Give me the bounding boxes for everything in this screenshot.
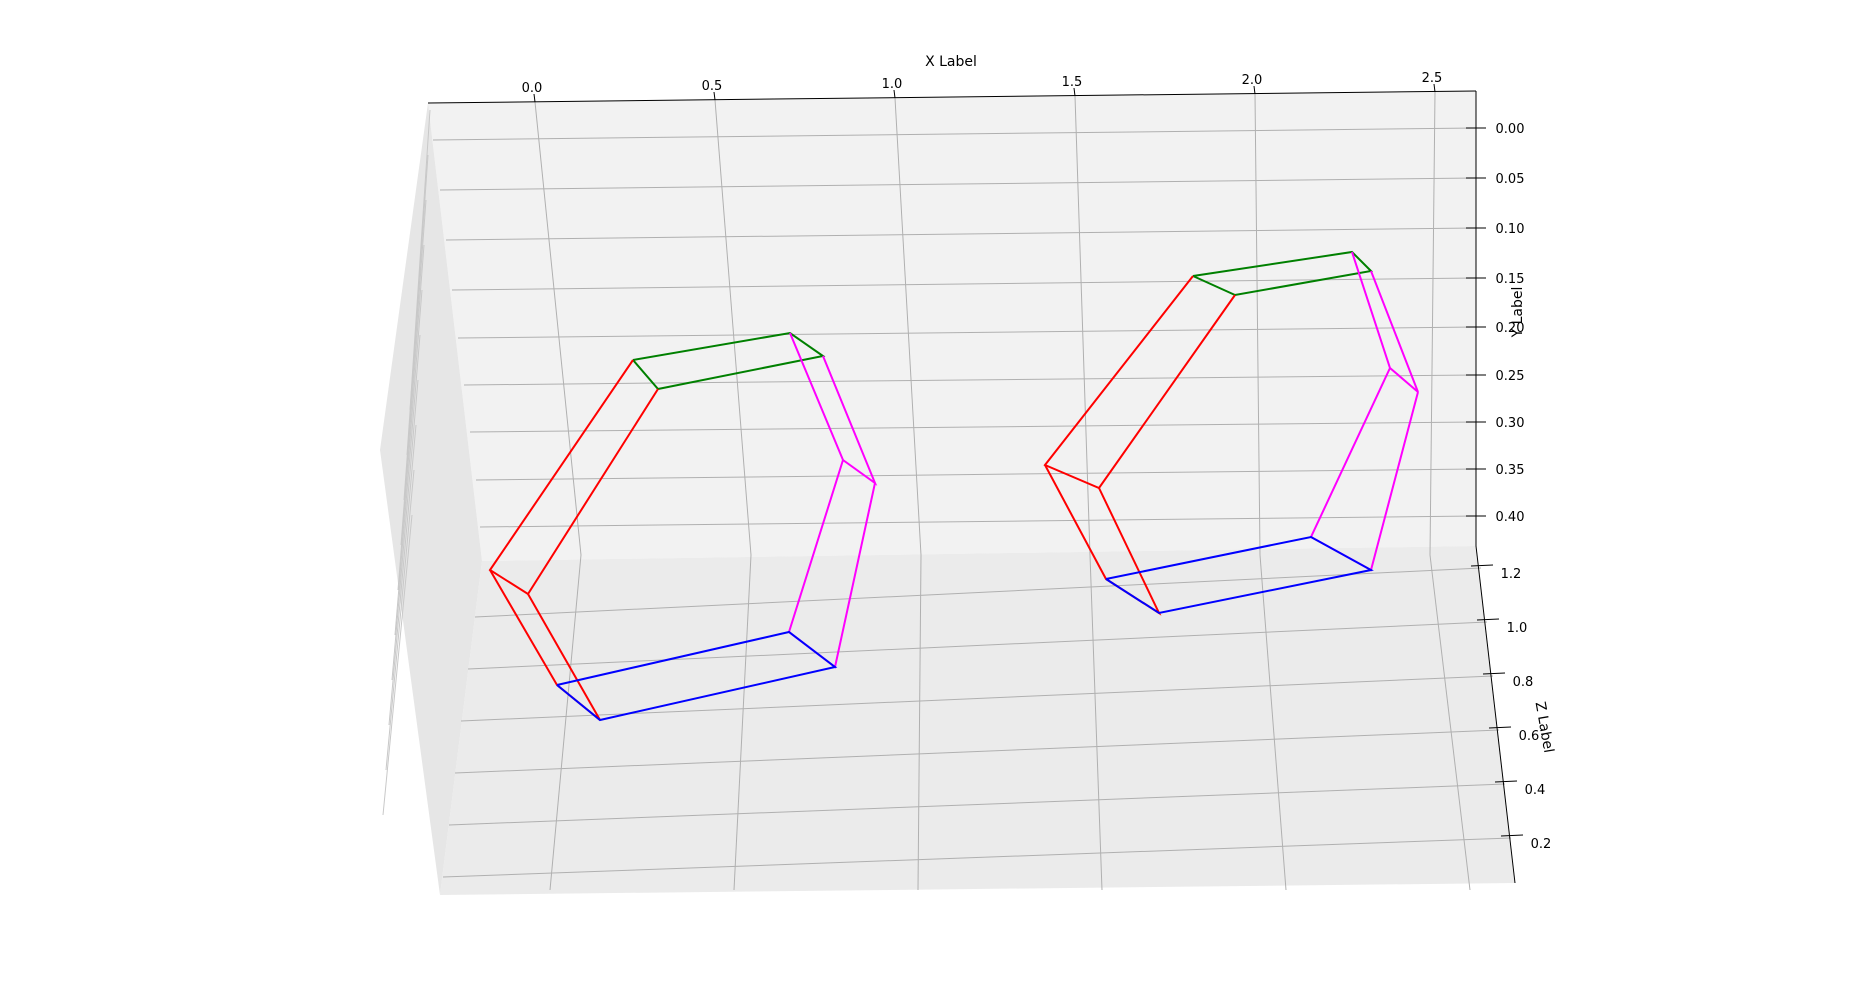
side-gridline [388, 424, 417, 726]
side-gridline [400, 244, 425, 546]
y-tick-label: 0.25 [1496, 369, 1525, 384]
y-gridline [475, 468, 1477, 481]
side-gridline [391, 379, 419, 681]
x-gridline-floor [1089, 554, 1103, 891]
x-tick-label: 2.0 [1242, 73, 1263, 88]
side-gridline [394, 334, 421, 636]
x-tick [713, 91, 716, 101]
z-tick [1494, 780, 1518, 783]
x-axis-line [427, 90, 1477, 104]
y-tick-label: 0.30 [1496, 416, 1525, 431]
x-gridline [894, 97, 922, 556]
axis-ticks: 0.0 0.5 1.0 1.5 2.0 2.5 0.00 0.05 0.10 0.15 0.20 0.… [522, 71, 1552, 852]
y-gridline [445, 227, 1477, 241]
x-tick [1433, 83, 1436, 93]
y-gridline [457, 326, 1477, 339]
y-gridline [463, 374, 1477, 386]
z-axis-line [1475, 545, 1516, 884]
side-gridline [385, 469, 415, 771]
x-tick [893, 89, 896, 99]
z-tick-label: 0.4 [1525, 783, 1546, 798]
z-tick [1476, 618, 1500, 621]
z-axis-label: Z Label [1532, 700, 1557, 754]
x-gridline [1254, 93, 1261, 556]
z-tick [1488, 726, 1512, 729]
left-face-upper [1043, 275, 1236, 490]
y-tick-label: 0.05 [1496, 172, 1525, 187]
y-gridline [432, 127, 1477, 141]
z-tick [1482, 672, 1506, 675]
x-tick-label: 0.0 [522, 81, 543, 96]
shape-1 [488, 331, 878, 722]
side-gridline [403, 199, 427, 501]
y-gridline [451, 277, 1477, 291]
right-face-upper [1351, 251, 1419, 393]
x-tick-label: 0.5 [702, 79, 723, 94]
x-tick [1073, 87, 1076, 97]
y-tick-label: 0.00 [1496, 122, 1525, 137]
right-face-upper [789, 332, 878, 486]
x-gridline-floor [733, 554, 752, 891]
y-tick-label: 0.10 [1496, 222, 1525, 237]
y-axis-label: Y Label [1510, 287, 1526, 339]
x-tick-label: 2.5 [1422, 71, 1443, 86]
x-gridline [1429, 91, 1436, 556]
x-gridline [534, 101, 582, 556]
z-tick [1470, 564, 1494, 567]
z-tick-label: 0.8 [1513, 675, 1534, 690]
x-tick [533, 93, 536, 103]
z-gridline [454, 729, 1500, 774]
grid-lines [382, 91, 1512, 891]
left-face-upper [488, 359, 659, 596]
bottom-face [1105, 535, 1374, 615]
z-gridline [474, 567, 1482, 618]
y-gridline [469, 421, 1477, 433]
wireframe-shapes [488, 250, 1419, 722]
z-tick [1500, 834, 1524, 837]
y-tick-label: 0.40 [1496, 510, 1525, 525]
x-axis-label: X Label [925, 54, 977, 70]
y-tick-label: 0.35 [1496, 463, 1525, 478]
z-gridline [467, 621, 1488, 670]
back-pane [428, 91, 1476, 561]
z-tick-label: 0.2 [1531, 837, 1552, 852]
y-gridline [439, 177, 1477, 191]
x-tick [1253, 85, 1256, 95]
y-tick-label: 0.20 [1496, 321, 1525, 336]
x-gridline-floor [1429, 554, 1471, 891]
x-tick-label: 1.0 [882, 77, 903, 92]
x-gridline-floor [549, 554, 582, 891]
side-pane [380, 103, 482, 895]
x-gridline [714, 99, 752, 556]
z-tick-label: 1.2 [1501, 567, 1522, 582]
x-gridline-floor [917, 554, 922, 891]
side-gridline [382, 514, 413, 816]
bottom-face [556, 630, 838, 722]
y-gridline [479, 515, 1477, 528]
x-tick-label: 1.5 [1062, 75, 1083, 90]
z-tick-label: 0.6 [1519, 729, 1540, 744]
x-gridline-floor [1259, 554, 1287, 891]
z-tick-label: 1.0 [1507, 621, 1528, 636]
x-gridline [1074, 95, 1091, 556]
z-gridline [442, 837, 1512, 878]
y-tick-label: 0.15 [1496, 272, 1525, 287]
z-gridline [448, 783, 1506, 826]
shape-2 [1043, 250, 1419, 616]
side-gridline [397, 289, 423, 591]
